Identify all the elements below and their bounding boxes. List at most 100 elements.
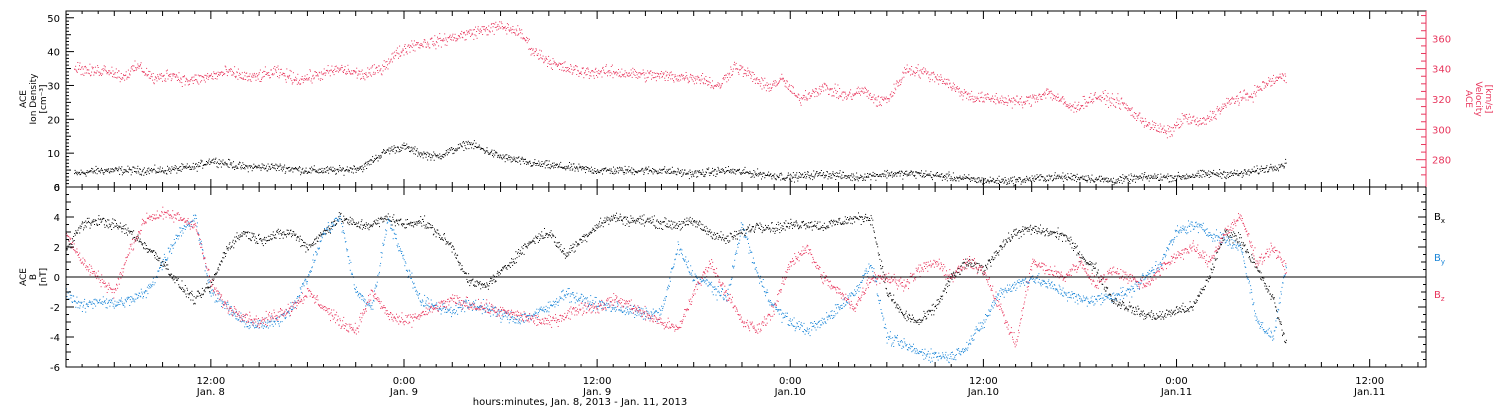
data-point (692, 75, 694, 77)
data-point (260, 169, 262, 171)
data-point (362, 76, 364, 78)
data-point (692, 80, 694, 82)
data-point (314, 169, 316, 170)
data-point (251, 236, 253, 238)
data-point (173, 278, 175, 280)
data-point (481, 147, 482, 149)
data-point (318, 172, 320, 174)
data-point (190, 79, 192, 81)
data-point (1093, 181, 1095, 183)
data-point (192, 299, 194, 301)
data-point (250, 167, 251, 169)
data-point (956, 86, 958, 88)
data-point (1247, 99, 1249, 101)
data-point (924, 173, 926, 175)
data-point (913, 175, 915, 177)
data-point (1002, 97, 1004, 99)
data-point (564, 168, 566, 170)
data-point (445, 39, 447, 41)
data-point (1251, 168, 1253, 170)
data-point (745, 172, 746, 174)
data-point (643, 173, 645, 175)
data-point (799, 98, 801, 100)
data-point (1109, 180, 1111, 182)
data-point (286, 236, 287, 238)
data-point (974, 96, 976, 98)
data-point (984, 178, 986, 179)
data-point (530, 162, 531, 164)
data-point (664, 171, 666, 173)
data-point (277, 228, 279, 230)
data-point (1001, 178, 1003, 180)
data-point (611, 173, 613, 174)
data-point (1184, 114, 1186, 116)
data-point (891, 171, 893, 173)
data-point (903, 173, 905, 175)
data-point (203, 293, 204, 295)
data-point (395, 49, 397, 51)
data-point (790, 90, 792, 92)
data-point (349, 221, 351, 223)
data-point (642, 168, 644, 170)
data-point (127, 76, 129, 78)
data-point (673, 170, 674, 172)
data-point (368, 164, 370, 166)
data-point (782, 79, 784, 81)
data-point (80, 226, 82, 228)
data-point (327, 65, 329, 67)
data-point (1284, 80, 1285, 82)
data-point (241, 72, 243, 74)
data-point (564, 166, 566, 168)
data-point (767, 87, 769, 89)
data-point (589, 72, 591, 74)
data-point (605, 66, 607, 67)
data-point (126, 171, 128, 173)
data-point (358, 168, 360, 170)
data-point (256, 167, 258, 169)
data-point (97, 167, 99, 169)
data-point (409, 150, 410, 152)
data-point (79, 65, 80, 67)
data-point (928, 74, 930, 76)
data-point (796, 95, 798, 97)
data-point (626, 74, 628, 76)
data-point (242, 78, 244, 80)
data-point (908, 173, 910, 175)
data-point (756, 175, 757, 177)
data-point (209, 287, 211, 289)
data-point (935, 174, 937, 176)
data-point (305, 167, 307, 169)
data-point (262, 239, 264, 241)
data-point (1105, 180, 1107, 182)
data-point (522, 158, 524, 160)
data-point (456, 149, 458, 151)
data-point (206, 77, 207, 79)
data-point (567, 69, 569, 71)
data-point (847, 177, 849, 179)
data-point (251, 76, 253, 78)
data-point (381, 218, 383, 220)
data-point (972, 177, 974, 179)
data-point (179, 286, 181, 288)
data-point (99, 172, 101, 174)
data-point (377, 217, 379, 219)
data-point (323, 72, 325, 74)
data-point (1020, 178, 1021, 180)
data-point (190, 166, 192, 168)
data-point (158, 260, 160, 262)
data-point (378, 157, 380, 159)
data-point (904, 173, 906, 175)
data-point (100, 72, 102, 74)
data-point (486, 150, 487, 152)
data-point (587, 167, 589, 168)
data-point (1248, 96, 1250, 98)
data-point (1026, 96, 1028, 98)
data-point (489, 31, 491, 33)
data-point (1110, 97, 1112, 99)
data-point (373, 160, 375, 161)
data-point (717, 173, 718, 175)
data-point (905, 72, 907, 74)
data-point (1251, 93, 1252, 95)
data-point (947, 78, 949, 80)
data-point (393, 145, 395, 147)
